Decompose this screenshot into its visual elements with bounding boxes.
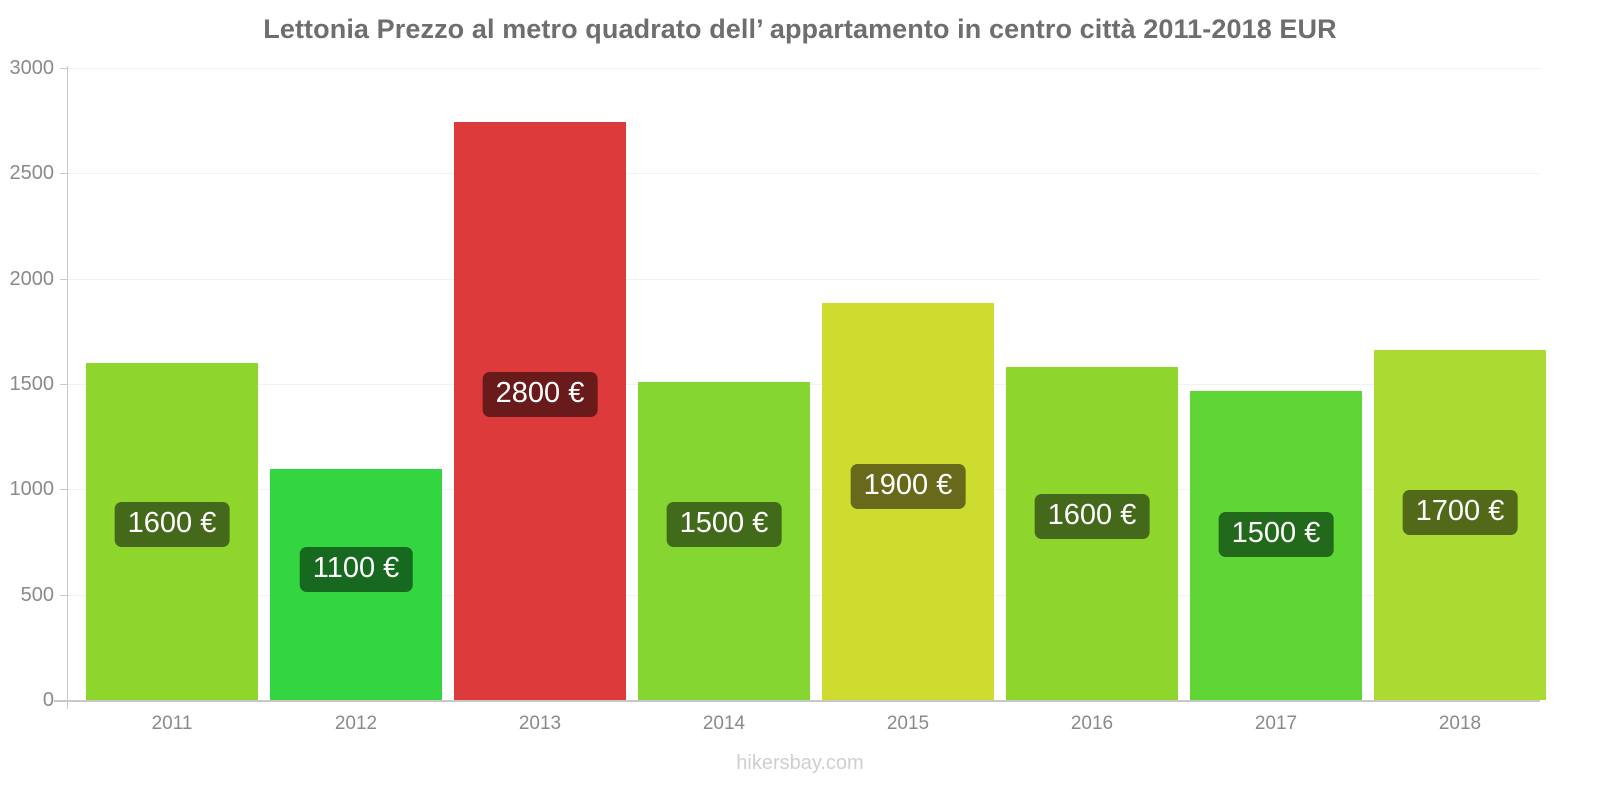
bar-value-label: 1500 € (666, 502, 782, 547)
bar[interactable]: 1900 € (822, 302, 994, 700)
gridline (68, 173, 1540, 175)
plot-area: 1600 € 1100 € 2800 € 1500 € 1900 € 1600 € 1500… (68, 68, 1546, 700)
bar[interactable]: 1500 € (1190, 391, 1362, 700)
x-axis-tick-label: 2018 (1438, 713, 1482, 734)
gridline (68, 68, 1540, 69)
bar-value-label: 1700 € (1402, 490, 1518, 535)
y-axis-tick-label: 1500 (9, 373, 55, 395)
x-axis-tick-label: 2015 (886, 713, 930, 734)
x-axis-tick-label: 2013 (518, 713, 562, 734)
x-axis-tick-label: 2017 (1254, 713, 1298, 734)
y-axis-tick-mark (60, 700, 68, 701)
x-axis-tick-label: 2011 (151, 713, 193, 734)
y-axis-tick-label: 0 (42, 689, 54, 711)
y-axis-tick-mark (60, 173, 68, 175)
x-axis-tick-label: 2014 (702, 713, 746, 734)
x-axis-tick-label: 2016 (1070, 713, 1114, 734)
bar-value-label: 2800 € (482, 372, 598, 417)
y-axis-tick-mark (60, 68, 68, 69)
bar[interactable]: 1700 € (1374, 350, 1546, 700)
x-axis-line (54, 700, 1540, 702)
gridline (68, 278, 1540, 280)
x-axis-tick-mark (67, 700, 68, 709)
y-axis-tick-label: 1000 (9, 478, 55, 501)
y-axis-tick-mark (60, 384, 68, 385)
y-axis-tick-label: 2500 (9, 162, 55, 185)
bar[interactable]: 1500 € (638, 381, 810, 700)
x-axis-tick-label: 2012 (334, 713, 378, 734)
y-axis-tick-label: 500 (20, 583, 54, 606)
bar-value-label: 1600 € (114, 502, 230, 547)
chart-title: Lettonia Prezzo al metro quadrato dell’ … (263, 14, 1337, 44)
bar-value-label: 1900 € (850, 464, 966, 509)
bar[interactable]: 1600 € (86, 362, 258, 700)
y-axis-tick-label: 3000 (9, 57, 55, 79)
y-axis-tick-mark (60, 489, 68, 491)
bar[interactable]: 1100 € (270, 469, 442, 700)
y-axis-tick-label: 2000 (9, 267, 55, 290)
bar[interactable]: 2800 € (454, 121, 626, 700)
bar-value-label: 1500 € (1218, 512, 1334, 557)
bar-value-label: 1100 € (299, 547, 413, 592)
y-axis-tick-mark (60, 594, 68, 596)
bar-value-label: 1600 € (1034, 494, 1150, 539)
y-axis-tick-mark (60, 278, 68, 280)
bar[interactable]: 1600 € (1006, 367, 1178, 700)
watermark-label: hikersbay.com (736, 752, 864, 774)
